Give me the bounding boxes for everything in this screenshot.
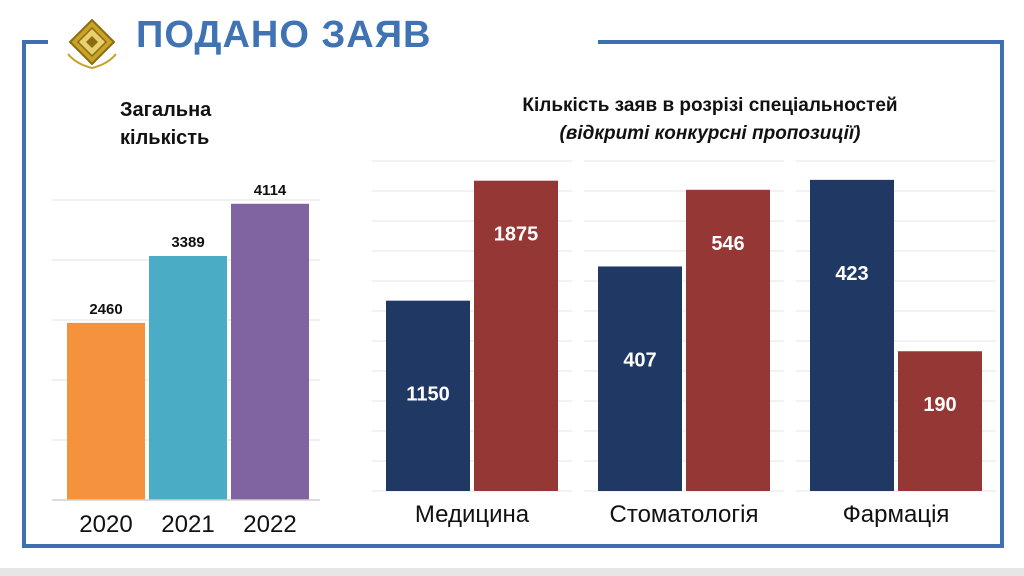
frame-top-left-border — [22, 40, 48, 44]
bottom-strip — [0, 568, 1024, 576]
specialty-bar-2-0 — [810, 179, 894, 492]
specialty-bar-1-1 — [686, 189, 770, 492]
page-title: ПОДАНО ЗАЯВ — [136, 14, 432, 56]
total-bar-2020 — [67, 322, 145, 500]
total-chart-title-line-2: кількість — [120, 127, 210, 149]
total-value-label-2021: 3389 — [171, 234, 204, 251]
specialty-bar-0-0 — [386, 300, 470, 491]
total-value-label-2020: 2460 — [89, 301, 122, 318]
university-emblem-icon — [67, 18, 117, 70]
specialty-bar-2-1 — [898, 351, 982, 491]
specialty-category-label-2: Фармація — [843, 501, 950, 528]
specialty-category-label-0: Медицина — [415, 501, 530, 528]
specialty-value-label-2-0: 423 — [835, 263, 868, 285]
specialty-chart-subtitle: (відкриті конкурсні пропозиції) — [559, 123, 861, 144]
frame-bottom-border — [22, 544, 1004, 548]
total-bar-2022 — [231, 203, 309, 501]
total-year-label-2020: 2020 — [79, 511, 132, 538]
total-year-label-2021: 2021 — [161, 511, 214, 538]
total-bar-2021 — [149, 255, 227, 500]
specialty-value-label-0-1: 1875 — [494, 224, 539, 246]
total-value-label-2022: 4114 — [254, 182, 287, 199]
specialty-chart-title-main: Кількість заяв в розрізі спеціальностей — [522, 95, 898, 116]
total-year-label-2022: 2022 — [243, 511, 296, 538]
specialty-value-label-1-0: 407 — [623, 349, 656, 371]
total-chart-title-line-1: Загальна — [120, 99, 212, 121]
specialty-value-label-1-1: 546 — [711, 233, 744, 255]
frame-top-right-border — [598, 40, 1004, 44]
frame-right-border — [1000, 40, 1004, 548]
specialty-value-label-2-1: 190 — [923, 394, 956, 416]
specialty-value-label-0-0: 1150 — [406, 384, 449, 406]
specialty-bar-1-0 — [598, 266, 682, 491]
specialty-category-label-1: Стоматологія — [610, 501, 759, 528]
specialty-bar-0-1 — [474, 180, 558, 491]
total-chart-title: Загальна кількість — [120, 96, 260, 152]
frame-left-border — [22, 40, 26, 548]
specialty-chart-title: Кількість заяв в розрізі спеціальностей … — [430, 92, 990, 148]
